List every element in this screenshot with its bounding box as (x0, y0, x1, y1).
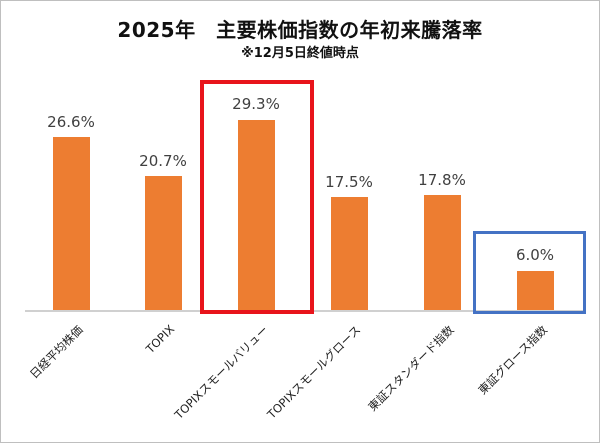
value-label: 29.3% (232, 95, 280, 113)
bar-topix (145, 176, 182, 310)
bar-nikkei (53, 137, 90, 310)
value-label: 17.8% (418, 171, 466, 189)
bar-topix-small-growth (331, 197, 368, 310)
value-label: 17.5% (325, 173, 373, 191)
bar-topix-small-value (238, 120, 275, 310)
bar-tse-standard (424, 195, 461, 310)
chart-subtitle: ※12月5日終値時点 (241, 46, 359, 61)
value-label: 26.6% (47, 113, 95, 131)
bar-tse-growth (517, 271, 554, 310)
value-label: 20.7% (139, 152, 187, 170)
highlight-box-blue (473, 231, 586, 314)
highlight-box-red (200, 80, 314, 314)
chart-title: 2025年 主要株価指数の年初来騰落率 (117, 18, 483, 42)
value-label: 6.0% (515, 246, 555, 264)
